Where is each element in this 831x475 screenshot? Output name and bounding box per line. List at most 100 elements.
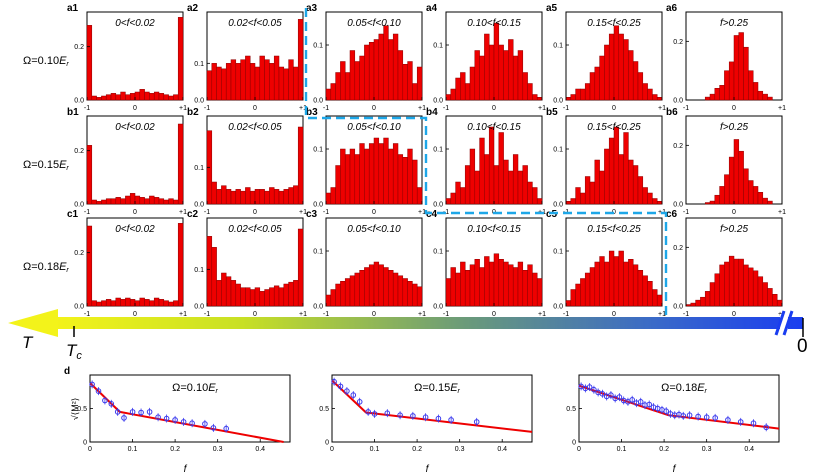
y-tick-label: 0 [572,440,576,447]
x-tick-label: -1 [323,105,329,112]
histogram-bar [105,198,112,205]
y-tick-label: 0.0 [74,98,84,105]
energy-symbol: E [208,382,216,394]
histogram-bar [349,275,356,307]
data-point [350,392,357,398]
y-tick-label: 0.1 [313,249,323,256]
histogram-bar [177,223,184,307]
histogram-bar [144,299,150,307]
histogram-bar [330,289,336,307]
x-tick-label: -1 [683,209,689,216]
x-tick-label: -1 [84,311,90,318]
histogram-bar [163,94,169,101]
histogram-bar [652,289,658,307]
histogram-bar [628,159,634,205]
histogram-bar [288,281,294,307]
data-point [344,388,350,394]
histogram-bar [139,197,145,205]
histogram-bar [714,194,720,205]
y-tick-label: 0.2 [74,148,84,155]
x-tick-label: 0.1 [617,446,627,453]
histogram-bar [445,278,452,307]
histogram-bar [623,261,629,307]
x-tick-label: -1 [443,311,449,318]
histogram-bar [288,187,294,205]
histogram-bar [364,44,370,101]
histogram-bar [647,281,653,307]
y-tick-label: 0.1 [433,249,443,256]
histogram-bar [647,88,653,101]
histogram-bar [120,91,126,101]
histogram-bar [575,88,581,101]
x-tick-label: 0.1 [370,446,380,453]
histogram-bar [86,25,93,101]
panel-id-label: a6 [666,3,678,14]
histogram-bar [283,189,289,205]
histogram-bar [767,96,773,101]
histogram-bar [344,154,351,205]
histogram-bar [594,159,600,205]
y-tick-label: 0.0 [553,304,563,311]
energy-subscript: r [705,388,708,395]
data-point [180,419,187,425]
histogram-bar [153,297,160,307]
histogram-bar [115,197,121,205]
histogram-bar [115,94,121,101]
histogram-bar [642,83,648,101]
x-tick-label: +1 [538,311,546,318]
f-range-label: 0.02<f<0.05 [228,224,282,235]
histogram-panel-a3: a3 0.05<f<0.10 0.1 0.0-1 0 +1 [306,3,426,112]
x-tick-label: 0 [133,311,137,318]
histogram-bar [125,94,131,101]
x-tick-label: 0.2 [170,446,180,453]
histogram-bar [488,44,495,101]
data-point [365,409,372,415]
omega-value: Ω=0.18 [23,261,59,273]
histogram-bar [536,97,543,101]
histogram-bar [594,66,600,101]
histogram-bar [129,299,136,307]
omega-value: Ω=0.10 [23,55,59,67]
histogram-panel-c6: c6f>0.250.20.0-10+1 [666,209,786,318]
histogram-bar [416,66,423,101]
histogram-bar [330,187,336,205]
data-point [384,410,391,417]
data-point [121,415,127,421]
y-tick-label: 0.0 [433,202,443,209]
histogram-bar [364,267,370,307]
histogram-bar [340,281,346,307]
histogram-bar [728,156,735,205]
histogram-bar [656,294,663,307]
tc-label: Tc [66,341,82,362]
histogram-bar [211,63,217,101]
histogram-bar [221,272,227,307]
panel-id-label: b3 [306,107,318,118]
f-range-label: f>0.25 [720,18,749,29]
histogram-bar [254,66,261,101]
histogram-bar [158,93,165,101]
histogram-bar [91,199,97,205]
x-tick-label: 0 [133,105,137,112]
histogram-bar [240,59,246,101]
panel-id-label: c1 [67,209,79,220]
histogram-bar [652,198,658,205]
histogram-bar [388,270,394,307]
x-tick-label: -1 [683,311,689,318]
histogram-bar [325,192,332,205]
histogram-bar [479,137,485,205]
histogram-bar [110,93,117,101]
y-tick-label: 0.1 [553,147,563,154]
histogram-bar [772,294,778,307]
histogram-bar [158,198,165,205]
histogram-bar [594,261,600,307]
data-point [680,413,687,419]
data-point [637,399,644,405]
y-tick-label: 0.1 [553,249,563,256]
x-tick-label: -1 [84,209,90,216]
histogram-bar [368,42,375,101]
y-tick-label: 0.2 [74,44,84,51]
histogram-bar [293,280,299,307]
histogram-bar [245,55,251,101]
histogram-bar [613,126,620,205]
y-tick-label: 0.0 [74,304,84,311]
